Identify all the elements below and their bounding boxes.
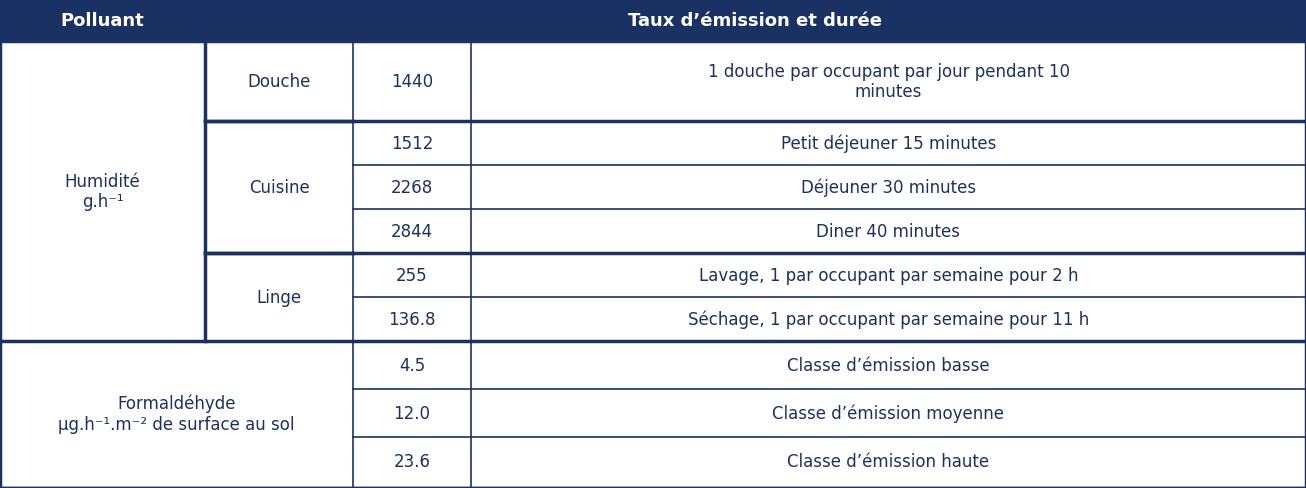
Text: Linge: Linge [256,288,302,306]
Text: Polluant: Polluant [60,12,145,30]
Bar [471,341,1306,389]
Text: Déjeuner 30 minutes: Déjeuner 30 minutes [801,179,976,197]
Bar [353,122,471,165]
Bar [471,253,1306,297]
Text: 4.5: 4.5 [398,356,426,374]
Text: Formaldéhyde
μg.h⁻¹.m⁻² de surface au sol: Formaldéhyde μg.h⁻¹.m⁻² de surface au so… [59,393,295,433]
Bar [205,122,353,253]
Text: 12.0: 12.0 [393,404,431,422]
Bar [471,389,1306,437]
Bar [353,297,471,341]
Text: Douche: Douche [247,73,311,91]
Bar [205,42,353,122]
Text: 23.6: 23.6 [393,452,431,470]
Text: Cuisine: Cuisine [248,179,310,197]
Text: 1440: 1440 [390,73,434,91]
Text: 1 douche par occupant par jour pendant 10
minutes: 1 douche par occupant par jour pendant 1… [708,62,1070,101]
Bar [0,341,353,485]
Text: 2268: 2268 [390,179,434,197]
Bar [353,209,471,253]
Text: 255: 255 [396,266,428,285]
Text: 136.8: 136.8 [388,310,436,328]
Bar [353,389,471,437]
Text: Humidité
g.h⁻¹: Humidité g.h⁻¹ [64,172,140,211]
Bar [353,42,471,122]
Bar [0,0,205,42]
Text: Lavage, 1 par occupant par semaine pour 2 h: Lavage, 1 par occupant par semaine pour … [699,266,1079,285]
Bar [471,122,1306,165]
Bar [471,297,1306,341]
Bar [353,437,471,485]
Text: Séchage, 1 par occupant par semaine pour 11 h: Séchage, 1 par occupant par semaine pour… [688,310,1089,328]
Bar [471,165,1306,209]
Bar [471,437,1306,485]
Bar [0,42,205,341]
Text: Petit déjeuner 15 minutes: Petit déjeuner 15 minutes [781,135,996,153]
Bar [353,341,471,389]
Bar [353,165,471,209]
Text: 1512: 1512 [390,135,434,153]
Text: Classe d’émission basse: Classe d’émission basse [788,356,990,374]
Bar [471,42,1306,122]
Bar [205,253,353,341]
Text: Classe d’émission haute: Classe d’émission haute [788,452,990,470]
Bar [205,0,1306,42]
Bar [353,253,471,297]
Text: Taux d’émission et durée: Taux d’émission et durée [628,12,883,30]
Text: Classe d’émission moyenne: Classe d’émission moyenne [773,404,1004,423]
Text: 2844: 2844 [390,223,434,241]
Text: Diner 40 minutes: Diner 40 minutes [816,223,960,241]
Bar [471,209,1306,253]
